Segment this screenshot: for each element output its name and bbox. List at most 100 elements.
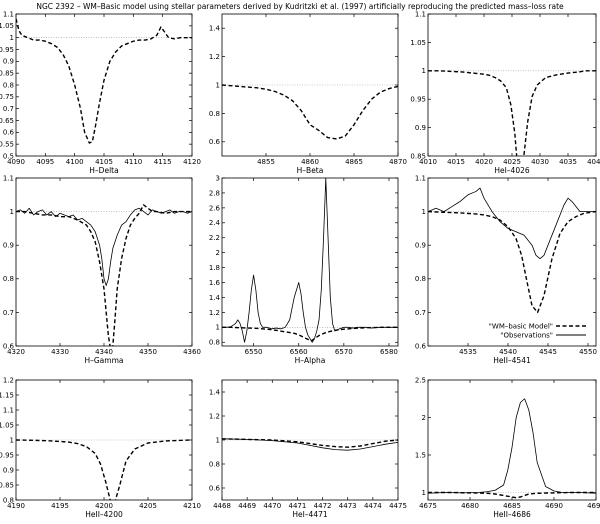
x-tick-label: 4030 bbox=[531, 158, 549, 166]
y-tick-label: 1 bbox=[216, 324, 220, 332]
y-tick-label: 0.9 bbox=[3, 58, 14, 66]
y-tick-label: 1.2 bbox=[209, 412, 220, 420]
x-axis-label: HeI–4026 bbox=[494, 166, 530, 175]
x-tick-label: 6580 bbox=[380, 348, 398, 356]
x-tick-label: 4350 bbox=[139, 348, 157, 356]
y-tick-label: 0.65 bbox=[0, 117, 14, 125]
plot-frame bbox=[15, 13, 193, 157]
y-tick-label: 0.8 bbox=[3, 81, 14, 89]
y-tick-label: 0.8 bbox=[415, 275, 426, 283]
panel-9: 4675 4680 4685 4690 4695 1 1.5 2 2.5 HeII–4686 bbox=[415, 376, 600, 519]
plot-frame bbox=[427, 177, 597, 347]
x-tick-label: 4010 bbox=[419, 158, 437, 166]
y-tick-label: 1.15 bbox=[0, 391, 14, 399]
model-series-line bbox=[16, 18, 192, 144]
y-tick-label: 0.8 bbox=[209, 460, 220, 468]
y-tick-label: 0.55 bbox=[0, 141, 14, 149]
y-tick-label: 1.8 bbox=[209, 264, 220, 272]
x-axis-label: HeII–4200 bbox=[85, 510, 123, 519]
series-group bbox=[16, 204, 192, 346]
y-tick-label: 0.9 bbox=[3, 242, 14, 250]
x-tick-label: 4015 bbox=[447, 158, 465, 166]
y-tick-label: 0.6 bbox=[209, 484, 221, 492]
panel-6: 4535 4540 4545 4550 0.6 0.7 0.8 0.9 1 1.1 HeII–454… bbox=[415, 174, 597, 365]
y-tick-label: 0.7 bbox=[3, 105, 14, 113]
y-tick-label: 1.2 bbox=[3, 376, 14, 384]
x-axis-label: HeII–4541 bbox=[493, 356, 531, 365]
y-tick-label: 1 bbox=[10, 208, 14, 216]
x-tick-label: 4120 bbox=[183, 158, 201, 166]
x-tick-label: 4115 bbox=[154, 158, 172, 166]
y-tick-label: 2.5 bbox=[415, 376, 426, 384]
panel-4: 4320 4330 4340 4350 4360 0.6 0.7 0.8 0.9 1 1.1 H–Ga… bbox=[3, 174, 201, 365]
y-tick-label: 1.05 bbox=[0, 421, 14, 429]
y-tick-label: 1.4 bbox=[209, 388, 221, 396]
y-tick-label: 1.1 bbox=[3, 10, 14, 18]
x-tick-label: 4680 bbox=[461, 502, 479, 510]
y-tick-label: 0.6 bbox=[3, 129, 15, 137]
x-tick-label: 4470 bbox=[263, 502, 281, 510]
x-tick-label: 4475 bbox=[389, 502, 407, 510]
model-series-line bbox=[222, 438, 398, 448]
y-tick-label: 0.95 bbox=[0, 451, 14, 459]
x-tick-label: 6560 bbox=[290, 348, 308, 356]
y-tick-label: 0.95 bbox=[410, 96, 426, 104]
y-tick-label: 1 bbox=[10, 436, 14, 444]
x-tick-label: 4110 bbox=[124, 158, 142, 166]
y-tick-label: 0.5 bbox=[3, 152, 14, 160]
y-tick-label: 1 bbox=[422, 67, 426, 75]
x-tick-label: 4685 bbox=[503, 502, 521, 510]
y-tick-label: 0.8 bbox=[209, 339, 220, 347]
x-tick-label: 4473 bbox=[339, 502, 357, 510]
series-group bbox=[428, 187, 596, 314]
y-tick-label: 2.6 bbox=[209, 204, 221, 212]
x-axis-label: HeII–4686 bbox=[493, 510, 531, 519]
x-tick-label: 4695 bbox=[587, 502, 600, 510]
x-tick-label: 4540 bbox=[499, 348, 517, 356]
y-tick-label: 1.5 bbox=[415, 451, 426, 459]
y-tick-label: 3 bbox=[216, 174, 220, 182]
x-tick-label: 4340 bbox=[95, 348, 113, 356]
series-group bbox=[16, 439, 192, 500]
panel-5: 6550 6560 6570 6580 0.8 1 1.2 1.4 1.6 1.8 2 2.2 2.4 2… bbox=[209, 174, 399, 365]
series-group bbox=[16, 18, 192, 144]
y-tick-label: 1.4 bbox=[209, 25, 221, 33]
x-axis-label: H–Delta bbox=[89, 166, 118, 175]
y-tick-label: 0.9 bbox=[3, 466, 14, 474]
x-tick-label: 4860 bbox=[301, 158, 319, 166]
x-tick-label: 4545 bbox=[539, 348, 557, 356]
y-tick-label: 0.75 bbox=[0, 93, 14, 101]
x-tick-label: 4330 bbox=[51, 348, 69, 356]
y-tick-label: 2.8 bbox=[209, 189, 220, 197]
x-tick-label: 4210 bbox=[183, 502, 201, 510]
y-tick-label: 0.9 bbox=[415, 242, 426, 250]
y-tick-label: 0.8 bbox=[3, 275, 14, 283]
y-tick-label: 0.85 bbox=[410, 152, 426, 160]
x-tick-label: 6570 bbox=[335, 348, 353, 356]
model-series-line bbox=[428, 70, 596, 156]
model-series-line bbox=[222, 326, 398, 342]
y-tick-label: 1.4 bbox=[209, 294, 221, 302]
y-tick-label: 2.4 bbox=[209, 219, 221, 227]
y-tick-label: 0.85 bbox=[0, 70, 14, 78]
y-tick-label: 0.6 bbox=[415, 342, 427, 350]
x-tick-label: 4675 bbox=[419, 502, 437, 510]
plot-frame bbox=[221, 177, 399, 347]
y-tick-label: 2 bbox=[216, 249, 220, 257]
x-tick-label: 4195 bbox=[51, 502, 69, 510]
figure-title: NGC 2392 – WM–Basic model using stellar … bbox=[36, 2, 564, 11]
y-tick-label: 1 bbox=[216, 436, 220, 444]
x-tick-label: 4035 bbox=[559, 158, 577, 166]
x-tick-label: 4535 bbox=[459, 348, 477, 356]
model-series-line bbox=[16, 204, 192, 346]
x-axis-label: H–Alpha bbox=[295, 356, 326, 365]
y-tick-label: 1.2 bbox=[209, 309, 220, 317]
x-tick-label: 4190 bbox=[7, 502, 25, 510]
x-tick-label: 4320 bbox=[7, 348, 25, 356]
x-tick-label: 4020 bbox=[475, 158, 493, 166]
y-tick-label: 0.95 bbox=[0, 46, 14, 54]
y-tick-label: 2 bbox=[422, 414, 426, 422]
observation-series-line bbox=[16, 207, 192, 286]
y-tick-label: 1.05 bbox=[410, 39, 426, 47]
